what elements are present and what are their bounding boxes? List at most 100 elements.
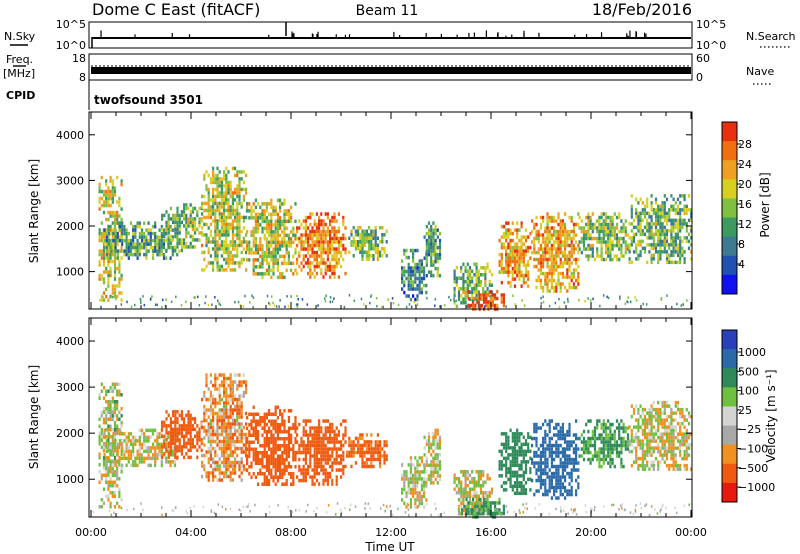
heatmap-cell	[511, 277, 514, 281]
heatmap-cell	[178, 238, 181, 242]
heatmap-cell	[205, 240, 208, 244]
heatmap-cell	[234, 446, 237, 451]
heatmap-cell	[209, 180, 212, 185]
heatmap-cell	[212, 194, 215, 199]
heatmap-cell	[261, 482, 264, 486]
heatmap-cell	[158, 252, 161, 257]
heatmap-cell	[302, 419, 305, 423]
heatmap-cell	[113, 294, 117, 299]
heatmap-cell	[102, 459, 106, 463]
heatmap-cell	[368, 464, 371, 469]
heatmap-cell	[102, 210, 106, 215]
heatmap-cell	[304, 247, 307, 251]
heatmap-cell	[238, 404, 241, 409]
heatmap-cell	[218, 264, 221, 269]
heatmap-cell	[559, 264, 562, 269]
heatmap-cell	[414, 248, 417, 253]
n-sky-spikes	[100, 30, 647, 38]
heatmap-cell	[201, 201, 204, 206]
heatmap-cell	[635, 215, 638, 219]
heatmap-cell	[681, 250, 684, 254]
heatmap-cell	[326, 268, 329, 272]
heatmap-cell	[198, 231, 201, 235]
heatmap-cell	[331, 243, 334, 248]
heatmap-cell	[220, 215, 223, 220]
heatmap-cell	[665, 211, 669, 216]
heatmap-cell	[218, 471, 221, 475]
heatmap-cell	[572, 233, 575, 237]
heatmap-cell	[548, 247, 551, 251]
heatmap-cell	[374, 440, 377, 444]
heatmap-cell	[309, 433, 312, 437]
heatmap-cell	[342, 450, 345, 455]
heatmap-cell	[229, 471, 232, 475]
heatmap-cell	[242, 180, 245, 185]
heatmap-cell	[283, 437, 286, 441]
heatmap-cell	[500, 266, 503, 271]
heatmap-cell	[416, 269, 419, 274]
heatmap-cell	[304, 454, 307, 458]
heatmap-cell	[566, 275, 569, 279]
heatmap-cell	[438, 252, 442, 257]
heatmap-cell	[225, 229, 228, 234]
heatmap-cell	[140, 235, 144, 239]
heatmap-cell	[475, 273, 478, 277]
heatmap-cell	[143, 449, 146, 454]
heatmap-cell	[246, 454, 249, 458]
heatmap-cell	[335, 457, 338, 462]
heatmap-cell	[423, 273, 426, 277]
heatmap-cell	[407, 294, 410, 298]
heatmap-cell	[648, 215, 651, 219]
heatmap-cell	[502, 293, 505, 297]
heatmap-cell	[254, 219, 257, 224]
heatmap-cell	[242, 425, 245, 430]
heatmap-cell	[365, 433, 368, 437]
heatmap-cell	[524, 245, 528, 250]
heatmap-cell	[639, 253, 642, 258]
heatmap-cell	[572, 268, 575, 272]
heatmap-cell	[120, 407, 123, 411]
heatmap-cell	[234, 429, 237, 433]
heatmap-cell	[425, 231, 428, 236]
heatmap-cell	[654, 232, 658, 237]
heatmap-cell	[109, 294, 112, 299]
heatmap-cell	[405, 269, 408, 274]
heatmap-cell	[167, 452, 170, 456]
heatmap-cell	[261, 444, 264, 448]
heatmap-cell	[149, 298, 152, 301]
heatmap-cell	[672, 250, 675, 254]
heatmap-cell	[637, 243, 640, 247]
heatmap-cell	[283, 198, 286, 203]
heatmap-cell	[198, 217, 201, 221]
heatmap-cell	[580, 236, 583, 241]
heatmap-cell	[229, 240, 232, 244]
heatmap-cell	[136, 249, 139, 253]
heatmap-cell	[580, 250, 583, 255]
heatmap-cell	[607, 229, 610, 234]
heatmap-cell	[227, 401, 230, 405]
heatmap-cell	[363, 243, 366, 247]
heatmap-cell	[279, 209, 282, 213]
heatmap-cell	[227, 180, 230, 185]
heatmap-cell	[434, 304, 436, 307]
heatmap-cell	[238, 240, 241, 244]
heatmap-cell	[340, 440, 343, 444]
heatmap-cell	[201, 439, 204, 444]
heatmap-cell	[261, 465, 264, 469]
heatmap-cell	[196, 213, 199, 218]
heatmap-cell	[555, 240, 558, 244]
heatmap-cell	[110, 249, 113, 253]
heatmap-cell	[225, 471, 228, 475]
heatmap-cell	[209, 380, 212, 384]
heatmap-cell	[240, 478, 243, 482]
heatmap-cell	[370, 229, 373, 233]
heatmap-cell	[409, 466, 412, 471]
heatmap-cell	[140, 442, 144, 447]
heatmap-cell	[383, 247, 386, 251]
heatmap-cell	[370, 450, 373, 455]
heatmap-cell	[467, 289, 470, 294]
heatmap-cell	[350, 243, 353, 247]
heatmap-cell	[265, 454, 268, 458]
heatmap-cell	[238, 229, 241, 234]
heatmap-cell	[587, 212, 590, 216]
